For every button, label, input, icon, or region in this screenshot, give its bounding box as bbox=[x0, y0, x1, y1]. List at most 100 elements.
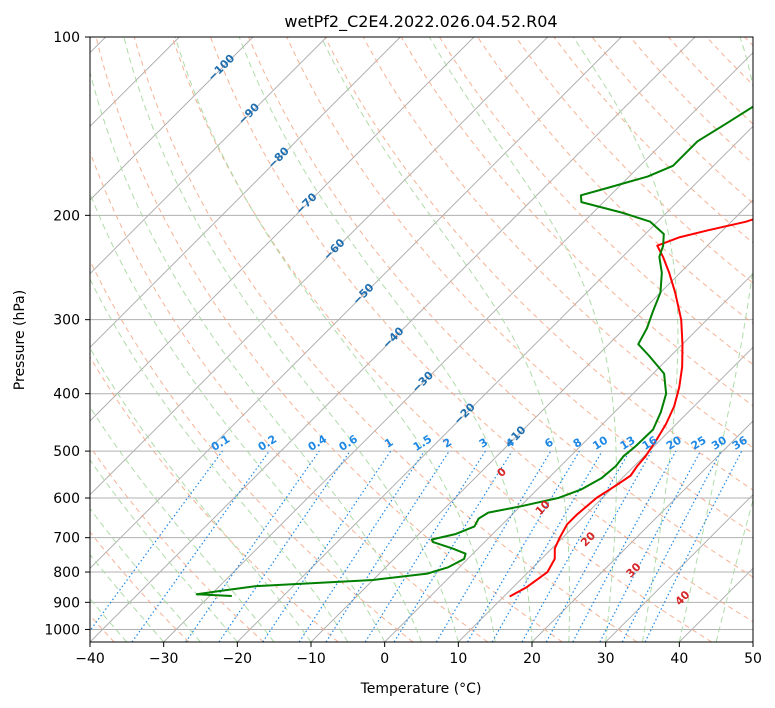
mixing-ratio-line bbox=[218, 450, 351, 642]
moist-adiabat-line bbox=[90, 192, 386, 642]
y-tick-label: 900 bbox=[53, 595, 80, 611]
mixing-ratio-label: 0.4 bbox=[306, 432, 330, 454]
mixing-ratio-line bbox=[491, 450, 603, 642]
dry-adiabat-label: −60 bbox=[321, 236, 348, 263]
mixing-ratio-line bbox=[364, 450, 486, 642]
mixing-ratio-line bbox=[90, 450, 223, 632]
dry-adiabat-lines bbox=[90, 37, 753, 642]
mixing-ratio-label: 3 bbox=[477, 436, 490, 451]
y-tick-label: 700 bbox=[53, 531, 80, 547]
mixing-ratio-label: 0.6 bbox=[337, 432, 361, 454]
isotherm-line bbox=[163, 51, 753, 642]
moist-adiabat-line bbox=[90, 598, 128, 642]
dry-adiabat-line bbox=[553, 37, 753, 244]
dry-adiabat-line bbox=[95, 37, 563, 642]
x-axis: −40 −30 −20 −10 0 10 20 30 40 50 bbox=[75, 642, 762, 667]
dry-adiabat-line bbox=[90, 445, 264, 642]
dry-adiabat-label: −90 bbox=[236, 100, 263, 127]
dry-adiabat-label: −30 bbox=[409, 369, 436, 396]
moist-adiabat-line bbox=[90, 278, 349, 642]
x-tick-label: −10 bbox=[296, 651, 326, 667]
mixing-ratio-line bbox=[393, 450, 513, 642]
x-tick-label: 50 bbox=[744, 651, 762, 667]
mixing-ratio-label: 10 bbox=[590, 433, 610, 452]
dry-adiabat-line bbox=[286, 37, 753, 534]
dry-adiabat-line bbox=[400, 37, 753, 407]
isotherm-line bbox=[90, 37, 475, 422]
moist-adiabat-line bbox=[90, 70, 422, 642]
moist-adiabat-label: 20 bbox=[578, 529, 598, 549]
mixing-ratio-label: 25 bbox=[689, 434, 709, 453]
isotherm-line bbox=[531, 420, 753, 642]
isotherm-line bbox=[310, 199, 753, 642]
y-axis-label: Pressure (hPa) bbox=[12, 290, 28, 390]
y-tick-label: 1000 bbox=[44, 622, 80, 638]
dry-adiabat-line bbox=[362, 37, 753, 449]
x-tick-label: 20 bbox=[523, 651, 541, 667]
mixing-ratio-label: 1 bbox=[382, 436, 395, 451]
dry-adiabat-label: −80 bbox=[265, 144, 292, 171]
dry-adiabat-label: −100 bbox=[205, 52, 237, 84]
x-tick-label: −30 bbox=[149, 651, 179, 667]
temperature-profile-line bbox=[509, 218, 753, 598]
moist-adiabat-line bbox=[90, 459, 238, 642]
moist-adiabat-line bbox=[428, 37, 617, 642]
isotherm-line bbox=[90, 37, 549, 496]
moist-adiabat-line bbox=[90, 347, 312, 642]
dewpoint-profile-line bbox=[195, 105, 753, 597]
y-tick-label: 500 bbox=[53, 444, 80, 460]
mixing-ratio-label: 13 bbox=[618, 434, 638, 453]
x-tick-label: −40 bbox=[75, 651, 105, 667]
mixing-ratio-line bbox=[435, 450, 552, 642]
chart-title: wetPf2_C2E4.2022.026.04.52.R04 bbox=[284, 12, 557, 32]
isotherm-line bbox=[90, 37, 622, 570]
x-tick-label: 0 bbox=[380, 651, 389, 667]
y-tick-label: 600 bbox=[53, 491, 80, 507]
dry-adiabat-line bbox=[90, 259, 414, 642]
dry-adiabat-line bbox=[210, 37, 753, 623]
moist-adiabat-line bbox=[90, 553, 165, 642]
x-tick-label: 40 bbox=[670, 651, 688, 667]
isotherm-line bbox=[90, 37, 401, 349]
mixing-ratio-label: 36 bbox=[730, 433, 750, 452]
mixing-ratio-line bbox=[298, 450, 425, 642]
mixing-ratio-line bbox=[466, 450, 580, 642]
dry-adiabat-line bbox=[591, 37, 753, 204]
mixing-ratio-label: 30 bbox=[709, 433, 729, 452]
moist-adiabat-lines bbox=[90, 37, 753, 642]
moist-adiabat-line bbox=[174, 37, 496, 642]
dry-adiabat-label: −70 bbox=[293, 190, 320, 217]
x-tick-label: −20 bbox=[223, 651, 253, 667]
dry-adiabat-line bbox=[744, 37, 753, 47]
y-tick-label: 800 bbox=[53, 565, 80, 581]
mixing-ratio-line bbox=[131, 450, 270, 642]
mixing-ratio-line bbox=[325, 450, 450, 642]
mixing-ratio-label: 8 bbox=[571, 436, 584, 451]
mixing-ratio-label: 2 bbox=[441, 436, 454, 451]
dry-adiabat-line bbox=[439, 37, 753, 366]
y-tick-label: 200 bbox=[53, 208, 80, 224]
isotherm-line bbox=[90, 37, 254, 201]
x-axis-label: Temperature (°C) bbox=[360, 681, 482, 697]
dry-adiabat-line bbox=[133, 37, 638, 642]
mixing-ratio-line bbox=[572, 450, 677, 642]
moist-adiabat-line bbox=[678, 37, 753, 642]
isotherm-line bbox=[752, 641, 753, 642]
isotherm-line bbox=[457, 346, 753, 642]
moist-adiabat-line bbox=[90, 507, 201, 642]
dry-adiabat-line bbox=[668, 37, 753, 125]
mixing-ratio-line bbox=[599, 450, 702, 642]
isotherm-line bbox=[384, 272, 753, 642]
moist-adiabat-line bbox=[238, 37, 533, 642]
mixing-ratio-label: 16 bbox=[640, 433, 660, 452]
moist-adiabat-line bbox=[90, 406, 275, 642]
y-tick-label: 400 bbox=[53, 387, 80, 403]
isotherm-line bbox=[90, 37, 328, 275]
mixing-ratio-line bbox=[545, 450, 653, 642]
y-tick-label: 300 bbox=[53, 313, 80, 329]
dry-adiabat-label: −40 bbox=[380, 324, 407, 351]
plot-frame bbox=[89, 36, 754, 643]
mixing-ratio-line bbox=[521, 450, 631, 642]
mixing-ratio-line bbox=[185, 450, 320, 642]
